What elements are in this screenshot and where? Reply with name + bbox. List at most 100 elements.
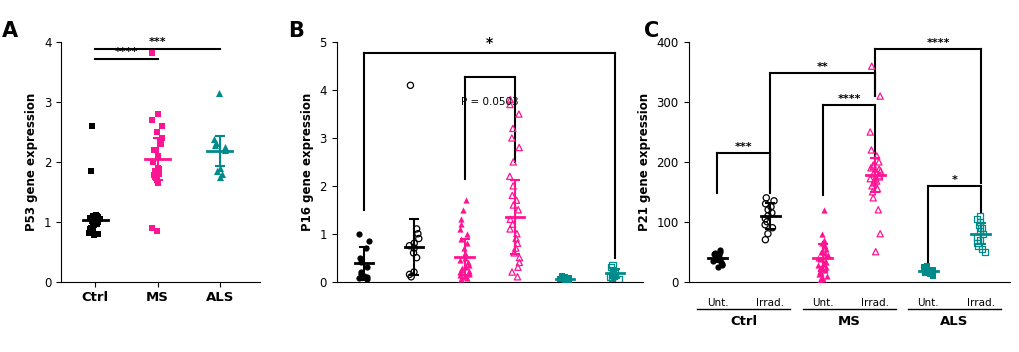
Point xyxy=(507,245,524,251)
Point xyxy=(504,202,521,208)
Point xyxy=(759,213,775,219)
Point xyxy=(149,177,165,183)
Point xyxy=(712,260,729,265)
Point xyxy=(559,277,576,283)
Point xyxy=(353,260,369,265)
Point xyxy=(212,165,228,171)
Point xyxy=(868,178,884,184)
Point xyxy=(208,140,224,146)
Point xyxy=(358,274,374,279)
Point xyxy=(154,135,170,141)
Point xyxy=(405,250,421,256)
Point xyxy=(813,276,829,282)
Point xyxy=(150,180,166,186)
Point xyxy=(146,172,162,178)
Point xyxy=(359,264,375,270)
Text: **: ** xyxy=(816,62,827,72)
Point xyxy=(146,147,162,153)
Point xyxy=(460,270,476,276)
Point xyxy=(810,256,826,262)
Point xyxy=(460,260,476,265)
Point xyxy=(406,240,422,246)
Point xyxy=(917,266,933,271)
Text: MS: MS xyxy=(837,315,860,327)
Point xyxy=(359,276,375,282)
Point xyxy=(762,204,779,209)
Point xyxy=(148,176,164,182)
Point xyxy=(865,180,881,186)
Point xyxy=(711,248,728,253)
Text: Unt.: Unt. xyxy=(706,298,728,308)
Point xyxy=(149,228,165,234)
Point xyxy=(454,207,471,213)
Point xyxy=(452,236,469,241)
Point xyxy=(504,126,521,131)
Point xyxy=(816,250,833,256)
Text: *: * xyxy=(951,175,957,185)
Point xyxy=(147,174,163,180)
Point xyxy=(863,189,879,195)
Point xyxy=(553,273,570,279)
Point xyxy=(921,268,937,274)
Point xyxy=(90,219,106,225)
Point xyxy=(353,272,369,277)
Point xyxy=(861,129,877,135)
Point xyxy=(87,213,103,219)
Point xyxy=(511,111,527,117)
Point xyxy=(972,246,988,251)
Point xyxy=(816,254,833,259)
Point xyxy=(712,261,729,266)
Point xyxy=(968,234,984,239)
Text: C: C xyxy=(643,21,658,42)
Point xyxy=(870,166,887,172)
Point xyxy=(401,272,418,277)
Point xyxy=(401,82,418,88)
Point xyxy=(353,269,369,275)
Point xyxy=(212,174,228,180)
Point xyxy=(216,147,232,153)
Point xyxy=(88,212,104,218)
Point xyxy=(971,219,987,225)
Point xyxy=(207,142,223,148)
Point xyxy=(144,117,160,123)
Point xyxy=(970,222,986,227)
Point xyxy=(408,226,424,232)
Point xyxy=(151,166,167,172)
Point xyxy=(971,213,987,219)
Point xyxy=(92,216,108,222)
Point xyxy=(972,225,988,231)
Point xyxy=(556,275,573,281)
Y-axis label: P21 gene expression: P21 gene expression xyxy=(637,93,650,231)
Point xyxy=(968,240,984,246)
Text: Irrad.: Irrad. xyxy=(861,298,889,308)
Point xyxy=(87,232,103,238)
Point xyxy=(508,274,525,279)
Point xyxy=(90,231,106,237)
Text: ***: *** xyxy=(735,142,752,152)
Point xyxy=(710,252,727,258)
Point xyxy=(558,277,575,283)
Point xyxy=(209,168,225,174)
Text: Unt.: Unt. xyxy=(916,298,938,308)
Point xyxy=(862,147,878,153)
Point xyxy=(812,270,828,275)
Point xyxy=(812,249,828,254)
Point xyxy=(709,264,726,270)
Point xyxy=(81,230,97,235)
Point xyxy=(763,225,780,231)
Point xyxy=(756,216,772,222)
Point xyxy=(84,225,100,231)
Point xyxy=(861,176,877,182)
Point xyxy=(556,274,573,279)
Point xyxy=(451,272,468,278)
Point xyxy=(508,240,525,246)
Point xyxy=(356,273,372,279)
Point xyxy=(924,267,941,272)
Text: Ctrl: Ctrl xyxy=(730,315,757,327)
Point xyxy=(816,243,833,249)
Point xyxy=(974,231,990,237)
Point xyxy=(149,129,165,135)
Point xyxy=(870,159,887,165)
Point xyxy=(457,250,473,256)
Point xyxy=(864,164,880,170)
